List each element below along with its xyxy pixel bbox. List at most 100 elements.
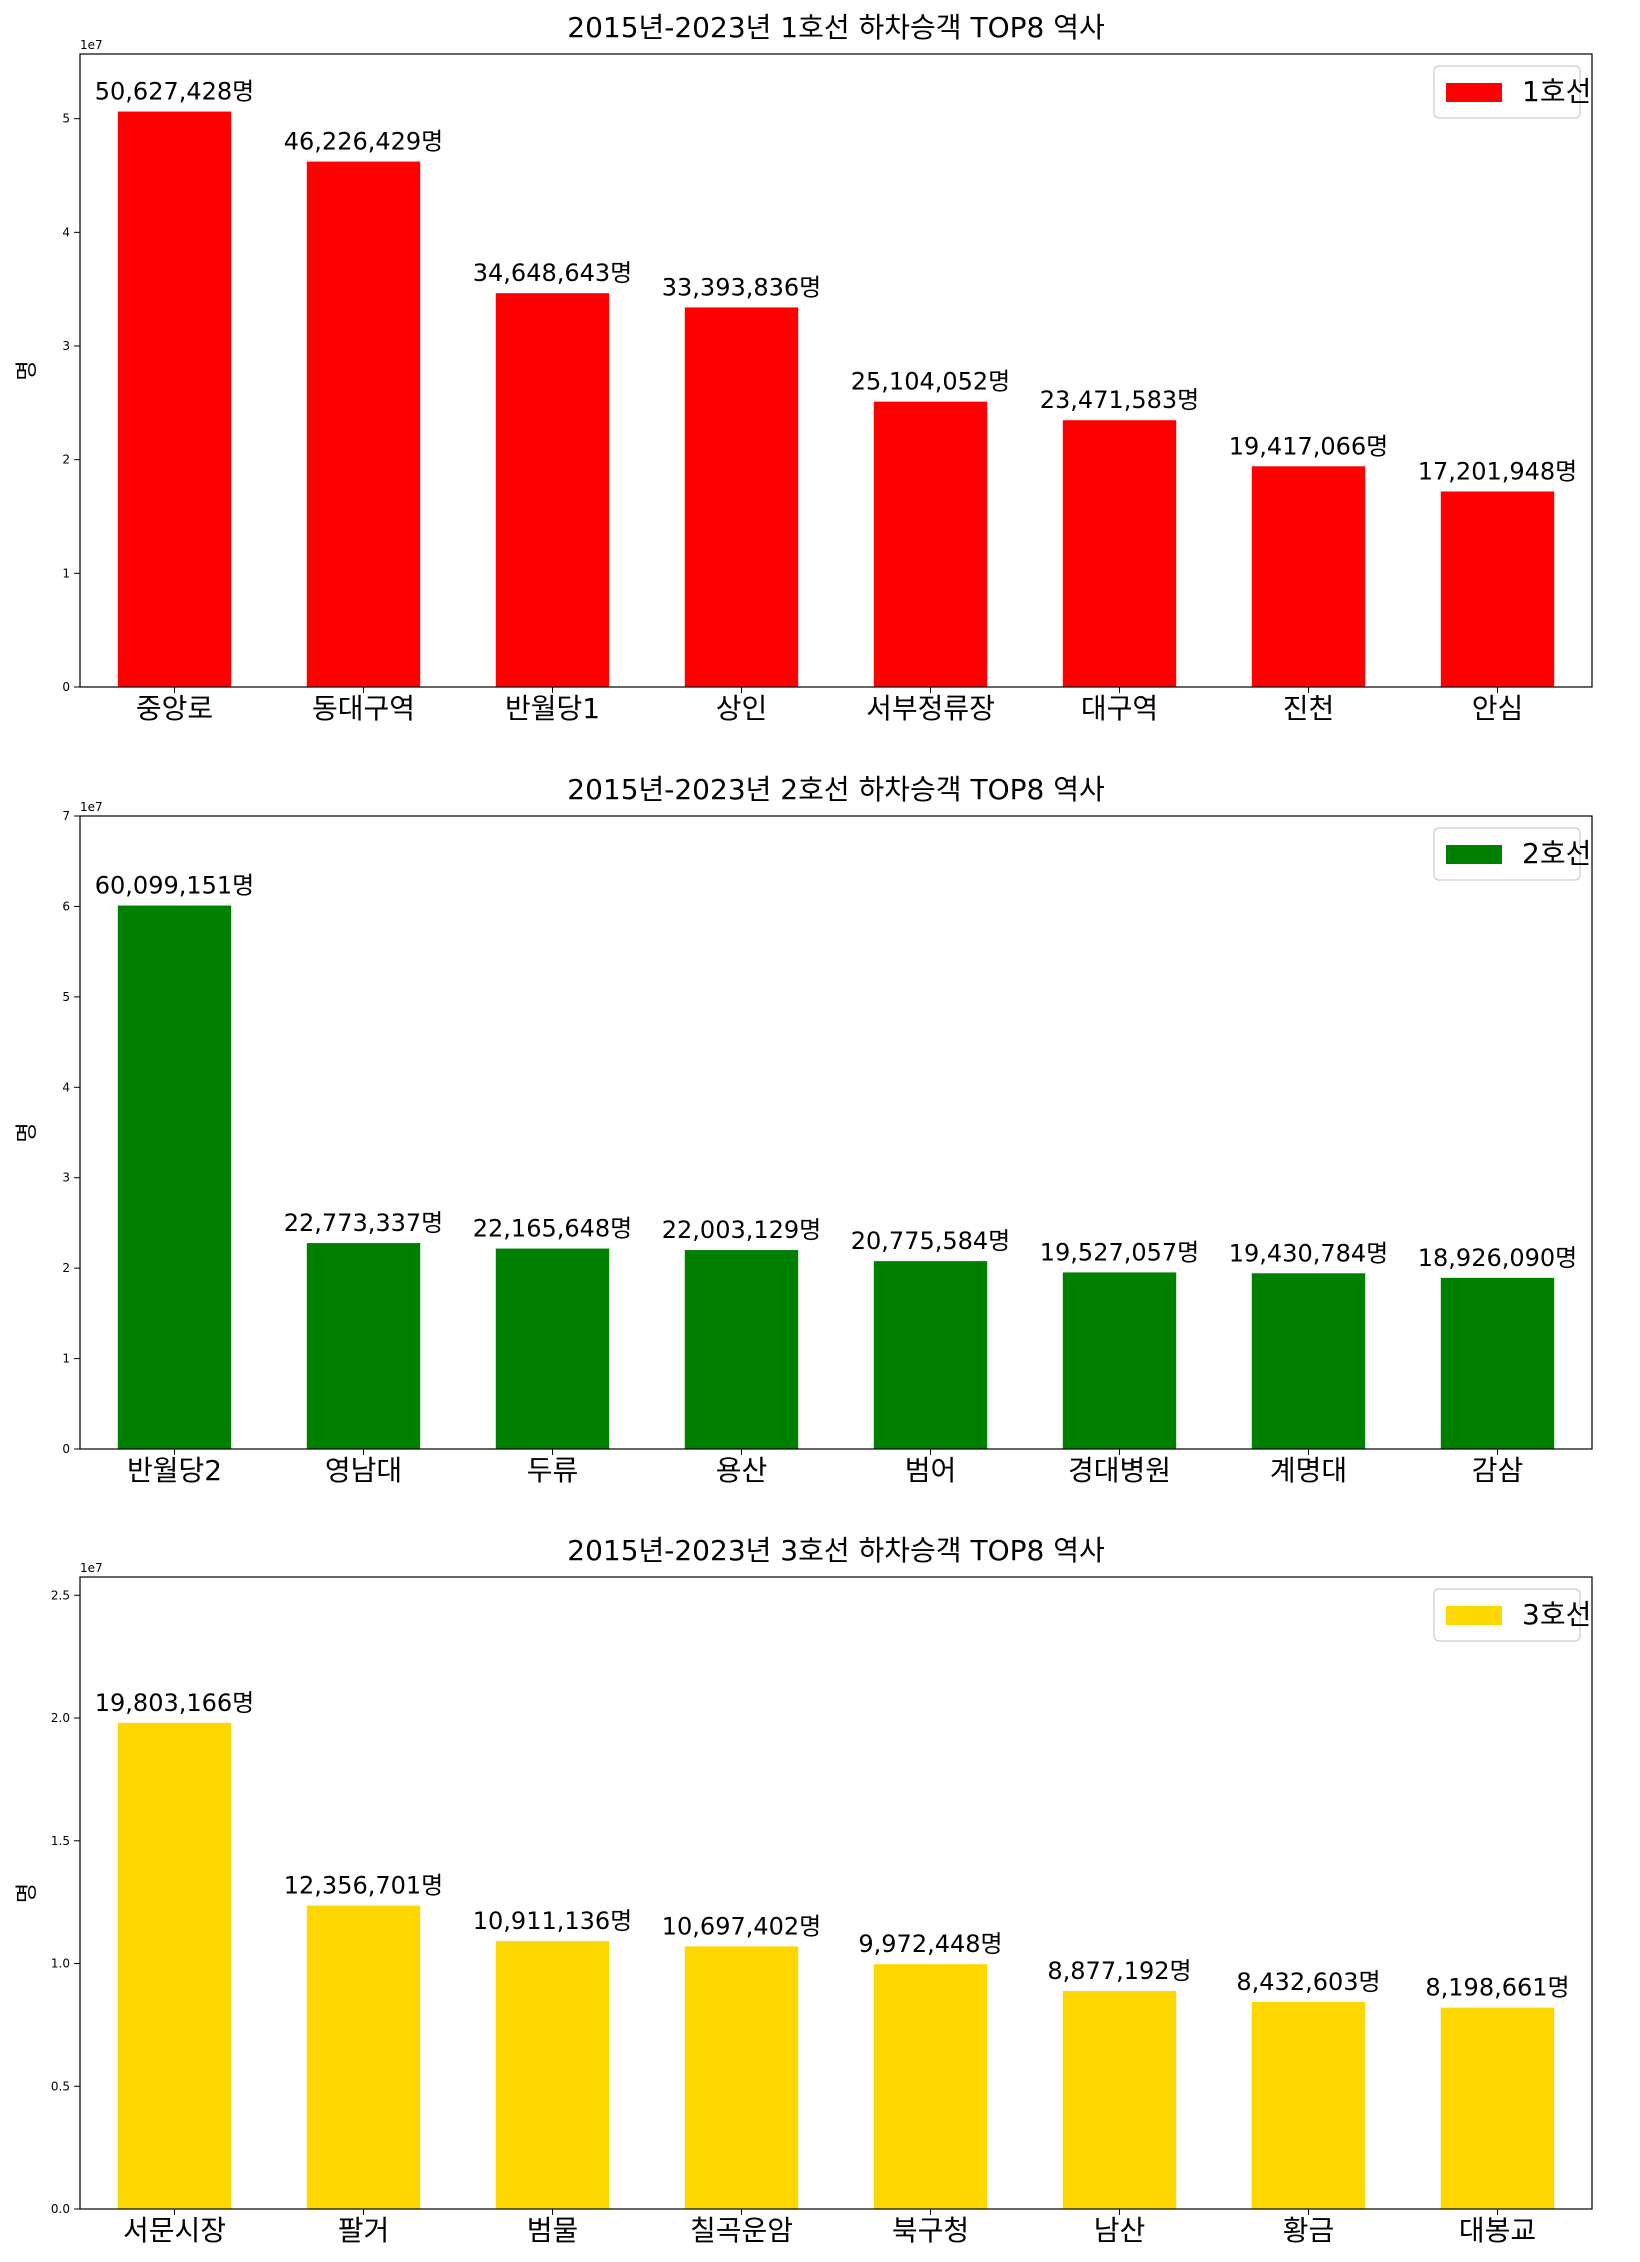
y-tick-label: 3	[62, 1171, 70, 1185]
bar-7	[1251, 2001, 1366, 2209]
legend-swatch	[1446, 83, 1502, 102]
y-tick-label: 5	[62, 990, 70, 1004]
bar-value-label: 22,773,337명	[284, 1209, 444, 1237]
x-tick-label: 대봉교	[1459, 2214, 1536, 2247]
bar-1	[117, 1722, 232, 2209]
legend-swatch	[1446, 845, 1502, 864]
x-tick-label: 계명대	[1270, 1454, 1347, 1487]
y-tick-label: 2	[62, 453, 70, 467]
x-tick-label: 대구역	[1081, 692, 1158, 725]
x-tick-label: 안심	[1472, 692, 1524, 725]
bar-8	[1440, 1277, 1555, 1449]
bar-7	[1251, 466, 1366, 687]
bar-value-label: 33,393,836명	[662, 273, 822, 301]
y-tick-label: 3	[62, 339, 70, 353]
x-tick-label: 남산	[1094, 2214, 1146, 2247]
bar-value-label: 19,417,066명	[1229, 432, 1389, 460]
legend-label: 2호선	[1522, 837, 1591, 870]
x-tick-label: 범물	[527, 2214, 579, 2247]
plot-frame	[79, 53, 1593, 688]
bar-value-label: 60,099,151명	[95, 872, 255, 900]
plot-frame	[79, 815, 1593, 1450]
bar-1	[117, 905, 232, 1449]
legend-label: 3호선	[1522, 1598, 1591, 1631]
y-tick-label: 1.0	[51, 1957, 70, 1971]
x-tick-label: 서문시장	[123, 2214, 226, 2247]
bar-value-label: 19,430,784명	[1229, 1239, 1389, 1267]
x-tick-label: 감삼	[1472, 1454, 1524, 1487]
bar-5	[873, 1964, 988, 2209]
x-tick-label: 중앙로	[136, 692, 213, 725]
x-tick-label: 동대구역	[312, 692, 415, 725]
bar-value-label: 20,775,584명	[851, 1227, 1011, 1255]
bar-7	[1251, 1273, 1366, 1449]
y-tick-label: 0	[62, 1442, 70, 1456]
x-tick-label: 범어	[905, 1454, 957, 1487]
x-tick-label: 경대병원	[1068, 1454, 1171, 1487]
bar-value-label: 8,198,661명	[1425, 1974, 1569, 2002]
legend-box	[1433, 827, 1581, 881]
y-axis-offset-label: 1e7	[80, 38, 103, 52]
bar-4	[684, 307, 799, 687]
x-tick-label: 북구청	[892, 2214, 969, 2247]
bar-5	[873, 401, 988, 687]
x-tick-label: 반월당1	[505, 692, 600, 725]
bar-value-label: 34,648,643명	[473, 259, 633, 287]
bar-value-label: 10,697,402명	[662, 1912, 822, 1940]
y-tick-label: 1	[62, 566, 70, 580]
chart-panel-3: 2015년-2023년 3호선 하차승객 TOP8 역사 1e7 명 19,803,1…	[15, 1534, 1593, 2247]
legend-box	[1433, 65, 1581, 119]
bar-6	[1062, 420, 1177, 687]
y-tick-label: 6	[62, 899, 70, 913]
bar-value-label: 18,926,090명	[1418, 1244, 1578, 1272]
bar-value-label: 23,471,583명	[1040, 386, 1200, 414]
bar-value-label: 22,003,129명	[662, 1216, 822, 1244]
bar-2	[306, 1905, 421, 2209]
y-tick-label: 4	[62, 1080, 70, 1094]
y-axis-offset-label: 1e7	[80, 1561, 103, 1575]
y-axis-offset-label: 1e7	[80, 800, 103, 814]
y-tick-label: 0.0	[51, 2202, 70, 2216]
bar-value-label: 19,527,057명	[1040, 1238, 1200, 1266]
y-tick-label: 0	[62, 680, 70, 694]
x-tick-label: 서부정류장	[866, 692, 995, 725]
y-tick-label: 1	[62, 1352, 70, 1366]
bar-3	[495, 293, 610, 687]
chart-panel-2: 2015년-2023년 2호선 하차승객 TOP8 역사 1e7 명 60,099,1…	[15, 773, 1593, 1487]
bar-6	[1062, 1272, 1177, 1449]
legend-swatch	[1446, 1606, 1502, 1625]
bar-3	[495, 1248, 610, 1449]
legend-label: 1호선	[1522, 75, 1591, 108]
bar-value-label: 50,627,428명	[95, 78, 255, 106]
y-tick-label: 2.0	[51, 1711, 70, 1725]
bar-value-label: 9,972,448명	[858, 1930, 1002, 1958]
bar-4	[684, 1946, 799, 2209]
bar-value-label: 12,356,701명	[284, 1872, 444, 1900]
x-tick-label: 용산	[716, 1454, 768, 1487]
bar-5	[873, 1261, 988, 1449]
y-tick-label: 2	[62, 1261, 70, 1275]
bar-8	[1440, 491, 1555, 687]
y-tick-label: 7	[62, 809, 70, 823]
x-tick-label: 칠곡운암	[690, 2214, 793, 2247]
legend: 1호선	[1433, 65, 1591, 119]
y-tick-label: 5	[62, 112, 70, 126]
x-tick-label: 반월당2	[127, 1454, 222, 1487]
bar-2	[306, 161, 421, 688]
legend: 2호선	[1433, 827, 1591, 881]
legend: 3호선	[1433, 1588, 1591, 1642]
bar-value-label: 17,201,948명	[1418, 457, 1578, 485]
chart-panel-1: 2015년-2023년 1호선 하차승객 TOP8 역사 1e7 명 50,627,4…	[15, 11, 1593, 725]
x-tick-label: 상인	[716, 692, 768, 725]
x-tick-label: 진천	[1283, 692, 1335, 725]
bar-value-label: 22,165,648명	[473, 1215, 633, 1243]
bar-value-label: 19,803,166명	[95, 1689, 255, 1717]
bar-3	[495, 1941, 610, 2209]
x-tick-label: 팔거	[338, 2214, 390, 2247]
y-axis-label: 명	[15, 1883, 40, 1903]
bar-1	[117, 111, 232, 687]
bar-6	[1062, 1991, 1177, 2209]
